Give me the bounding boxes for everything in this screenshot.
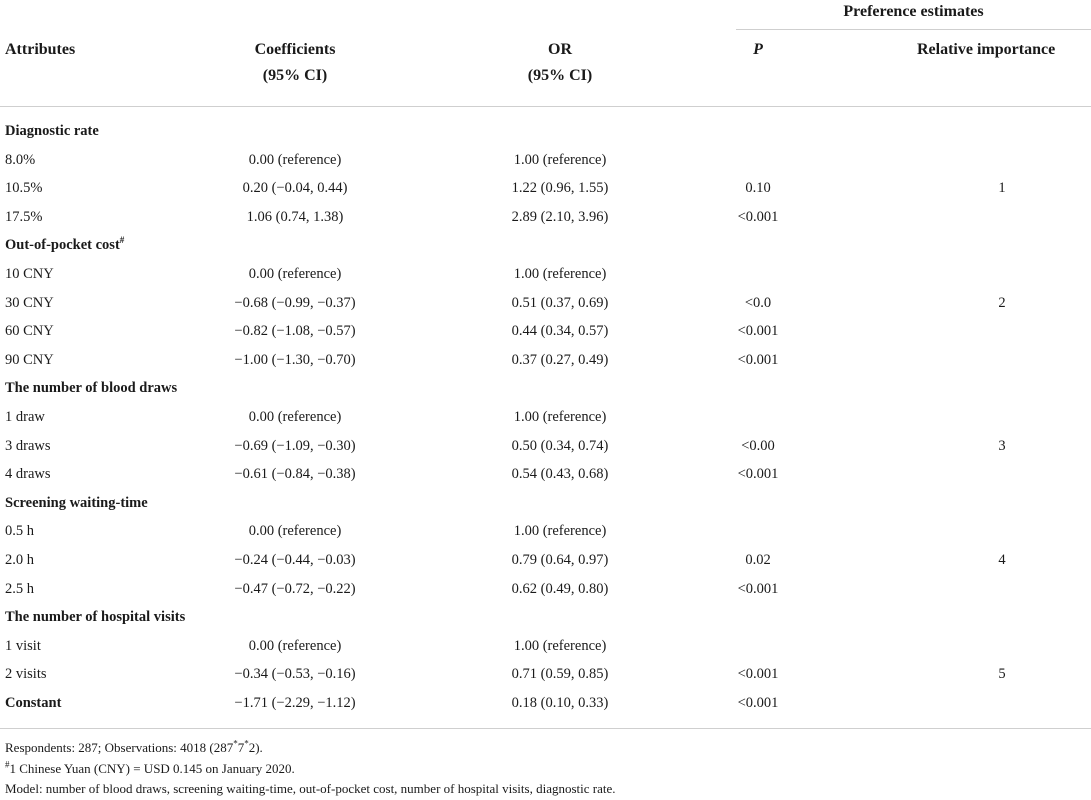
row-label: 60 CNY [5, 323, 54, 340]
coefficient-cell: 0.00 (reference) [248, 266, 342, 282]
odds-ratio-cell: 0.62 (0.49, 0.80) [511, 580, 609, 597]
header-bottom-rule [0, 106, 1091, 107]
odds-ratio-cell: 1.00 (reference) [513, 409, 607, 425]
row-label: 3 draws [5, 437, 51, 454]
coefficient-cell: 1.06 (0.74, 1.38) [246, 208, 344, 225]
column-header-coefficients: Coefficients [254, 41, 336, 58]
row-label: 90 CNY [5, 351, 54, 368]
row-label: 17.5% [5, 208, 43, 225]
section-title: Out-of-pocket cost# [5, 235, 125, 254]
column-header-p: P [753, 41, 763, 58]
odds-ratio-cell: 0.51 (0.37, 0.69) [511, 294, 609, 311]
table-bottom-rule [0, 728, 1091, 729]
relative-importance-cell: 3 [998, 437, 1006, 454]
odds-ratio-cell: 0.37 (0.27, 0.49) [511, 351, 609, 368]
coefficient-cell: 0.00 (reference) [248, 637, 342, 654]
coefficient-cell: −0.82 (−1.08, −0.57) [234, 323, 356, 340]
p-value-cell: <0.00 [741, 437, 775, 454]
section-title: Screening waiting-time [5, 494, 148, 511]
row-label: 1 draw [5, 409, 45, 425]
p-value-cell: <0.001 [737, 580, 779, 597]
column-header-or-ci: (95% CI) [527, 67, 593, 84]
relative-importance-cell: 1 [998, 180, 1006, 197]
coefficient-cell: −0.61 (−0.84, −0.38) [234, 466, 356, 483]
coefficient-cell: −0.34 (−0.53, −0.16) [234, 666, 356, 683]
relative-importance-cell: 4 [998, 552, 1006, 568]
group-header-preference-estimates: Preference estimates [843, 3, 984, 20]
odds-ratio-cell: 0.44 (0.34, 0.57) [511, 323, 609, 340]
row-label: 1 visit [5, 637, 41, 654]
odds-ratio-cell: 0.71 (0.59, 0.85) [511, 666, 609, 683]
section-title: The number of hospital visits [5, 609, 186, 626]
relative-importance-cell: 2 [998, 294, 1006, 311]
coefficient-cell: 0.20 (−0.04, 0.44) [242, 180, 348, 197]
coefficient-cell: 0.00 (reference) [248, 151, 342, 168]
coefficient-cell: −0.47 (−0.72, −0.22) [234, 580, 356, 597]
row-label: 10.5% [5, 180, 43, 197]
p-value-cell: 0.02 [745, 552, 771, 568]
p-value-cell: <0.001 [737, 208, 779, 225]
row-label: 0.5 h [5, 523, 34, 540]
odds-ratio-cell: 0.79 (0.64, 0.97) [511, 552, 609, 568]
p-value-cell: 0.10 [745, 180, 771, 197]
odds-ratio-cell: 1.22 (0.96, 1.55) [511, 180, 609, 197]
row-label: 2.5 h [5, 580, 34, 597]
p-value-cell: <0.0 [744, 294, 772, 311]
column-header-or: OR [548, 41, 572, 58]
coefficient-cell: 0.00 (reference) [248, 409, 342, 425]
p-value-cell: <0.001 [737, 351, 779, 368]
constant-label: Constant [5, 695, 62, 711]
row-label: 2 visits [5, 666, 47, 683]
column-header-relative-importance: Relative importance [917, 41, 1056, 58]
row-label: 4 draws [5, 466, 51, 483]
odds-ratio-cell: 0.54 (0.43, 0.68) [511, 466, 609, 483]
relative-importance-cell: 5 [998, 666, 1006, 683]
constant-odds-ratio: 0.18 (0.10, 0.33) [511, 695, 609, 711]
p-value-cell: <0.001 [737, 466, 779, 483]
constant-p-value: <0.001 [737, 695, 779, 711]
footnote-currency: #1 Chinese Yuan (CNY) = USD 0.145 on Jan… [5, 759, 295, 776]
constant-coefficient: −1.71 (−2.29, −1.12) [234, 695, 356, 711]
row-label: 8.0% [5, 151, 36, 168]
odds-ratio-cell: 1.00 (reference) [513, 523, 607, 540]
coefficient-cell: −1.00 (−1.30, −0.70) [234, 351, 356, 368]
footnote-respondents: Respondents: 287; Observations: 4018 (28… [5, 738, 263, 755]
p-value-cell: <0.001 [737, 666, 779, 683]
row-label: 2.0 h [5, 552, 34, 568]
group-header-rule [736, 29, 1091, 30]
odds-ratio-cell: 2.89 (2.10, 3.96) [511, 208, 609, 225]
odds-ratio-cell: 1.00 (reference) [513, 637, 607, 654]
row-label: 30 CNY [5, 294, 54, 311]
section-title: Diagnostic rate [5, 123, 99, 139]
p-value-cell: <0.001 [737, 323, 779, 340]
odds-ratio-cell: 1.00 (reference) [513, 266, 607, 282]
row-label: 10 CNY [5, 266, 54, 282]
coefficient-cell: 0.00 (reference) [248, 523, 342, 540]
footnote-model: Model: number of blood draws, screening … [5, 781, 616, 796]
odds-ratio-cell: 1.00 (reference) [513, 151, 607, 168]
coefficient-cell: −0.68 (−0.99, −0.37) [234, 294, 356, 311]
section-title: The number of blood draws [5, 380, 178, 397]
column-header-coefficients-ci: (95% CI) [262, 67, 328, 84]
coefficient-cell: −0.24 (−0.44, −0.03) [234, 552, 356, 568]
coefficient-cell: −0.69 (−1.09, −0.30) [234, 437, 356, 454]
odds-ratio-cell: 0.50 (0.34, 0.74) [511, 437, 609, 454]
column-header-attributes: Attributes [5, 41, 76, 58]
